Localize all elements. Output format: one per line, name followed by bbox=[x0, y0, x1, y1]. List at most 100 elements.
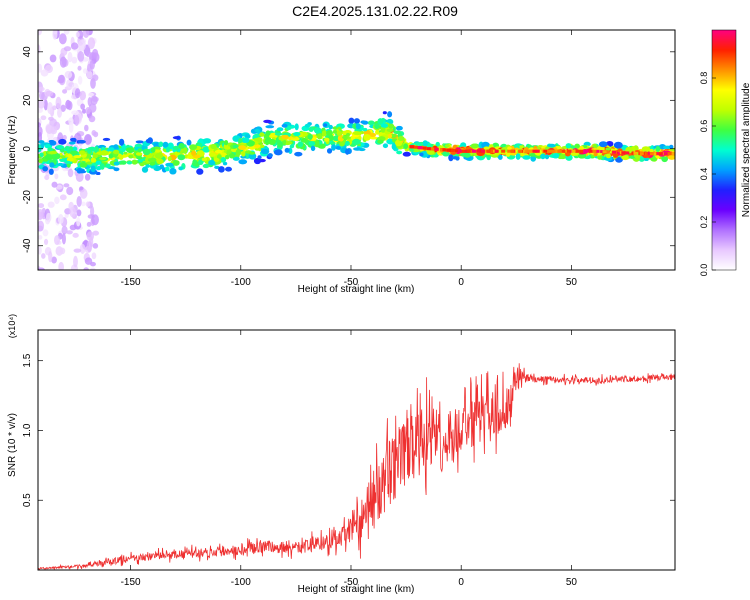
heatmap-ridge-blob bbox=[605, 153, 611, 159]
snr-x-ticks: -150 -100 -50 0 50 bbox=[121, 330, 578, 588]
heatmap-ridge-blob bbox=[375, 129, 380, 135]
heatmap-ridge-core bbox=[442, 148, 447, 152]
heatmap-ridge-blob bbox=[374, 122, 380, 130]
heatmap-ridge-blob bbox=[442, 151, 450, 157]
heatmap-ridge-blob bbox=[263, 119, 272, 124]
heatmap-scatter-blob bbox=[92, 230, 100, 236]
colorbar-ticks: 0.0 0.2 0.4 0.6 0.8 bbox=[699, 72, 716, 276]
heatmap-ridge-blob bbox=[164, 166, 170, 172]
heatmap-ridge-blob bbox=[216, 154, 222, 160]
heatmap-ridge-blob bbox=[581, 149, 589, 154]
heatmap-ridge-blob bbox=[68, 141, 76, 145]
heatmap-ridge-blob bbox=[254, 128, 260, 133]
heatmap-ridge-blob bbox=[528, 152, 537, 157]
heatmap-ridge-core bbox=[522, 149, 527, 153]
heatmap-ridge-blob bbox=[141, 166, 149, 173]
heatmap-ridge-blob bbox=[47, 147, 54, 152]
heatmap-ridge-core bbox=[409, 145, 414, 149]
heatmap-ridge-blob bbox=[507, 146, 512, 151]
heatmap-scatter-blob bbox=[82, 68, 88, 74]
heatmap-ridge-blob bbox=[308, 127, 314, 133]
heatmap-ridge-core bbox=[440, 148, 445, 152]
heatmap-ridge-blob bbox=[136, 156, 143, 160]
heatmap-scatter-blob bbox=[77, 75, 83, 85]
heatmap-ridge-blob bbox=[598, 141, 608, 148]
heatmap-ridge-blob bbox=[396, 150, 403, 155]
heatmap-scatter-blob bbox=[38, 30, 42, 36]
heatmap-ridge-blob bbox=[85, 161, 93, 165]
heatmap-ridge-core bbox=[426, 147, 431, 151]
heatmap-ridge-blob bbox=[353, 118, 360, 124]
snr-panel: -150 -100 -50 0 50 0.5 1.0 1.5 Height of strai… bbox=[7, 314, 676, 595]
heatmap-ridge-blob bbox=[268, 138, 276, 146]
spectrogram-x-ticks: -150 -100 -50 0 50 bbox=[121, 30, 577, 288]
heatmap-scatter-blob bbox=[38, 208, 44, 220]
heatmap-scatter-blob bbox=[38, 63, 43, 73]
heatmap-scatter-blob bbox=[38, 246, 42, 255]
heatmap-scatter-blob bbox=[66, 186, 74, 196]
heatmap-ridge-blob bbox=[214, 165, 220, 169]
heatmap-ridge-blob bbox=[169, 168, 177, 175]
heatmap-ridge-blob bbox=[448, 154, 454, 162]
heatmap-scatter-blob bbox=[63, 183, 70, 188]
heatmap-ridge-blob bbox=[321, 130, 327, 137]
heatmap-ridge-blob bbox=[48, 168, 54, 175]
heatmap-scatter-blob bbox=[42, 229, 49, 237]
heatmap-ridge-blob bbox=[344, 148, 350, 155]
spectrogram-frame bbox=[37, 29, 676, 271]
x-tick-label: 50 bbox=[566, 577, 578, 588]
y-tick-label: 0 bbox=[22, 146, 33, 152]
heatmap-ridge-blob bbox=[238, 138, 243, 144]
heatmap-ridge-blob bbox=[312, 136, 317, 141]
colorbar: 0.0 0.2 0.4 0.6 0.8 Normalized spectral ampl… bbox=[699, 29, 750, 276]
heatmap-ridge-core bbox=[669, 152, 674, 156]
heatmap-ridge-blob bbox=[108, 153, 114, 159]
heatmap-ridge-core bbox=[625, 151, 630, 155]
heatmap-ridge-core bbox=[494, 149, 499, 153]
heatmap-ridge-blob bbox=[544, 154, 550, 160]
heatmap-scatter-blob bbox=[45, 212, 52, 223]
heatmap-ridge-blob bbox=[367, 120, 375, 126]
heatmap-scatter-blob bbox=[40, 115, 47, 121]
snr-x-label: Height of straight line (km) bbox=[298, 584, 415, 595]
heatmap-ridge-blob bbox=[650, 156, 658, 162]
heatmap-ridge-core bbox=[595, 149, 600, 153]
heatmap-ridge-blob bbox=[369, 136, 378, 140]
heatmap-ridge-blob bbox=[310, 145, 316, 152]
heatmap-ridge-blob bbox=[540, 153, 546, 160]
heatmap-ridge-blob bbox=[317, 144, 326, 149]
heatmap-ridge-core bbox=[518, 149, 523, 153]
heatmap-ridge-blob bbox=[326, 148, 333, 154]
heatmap-ridge-blob bbox=[641, 146, 651, 153]
heatmap-scatter-blob bbox=[64, 70, 73, 79]
heatmap-ridge-blob bbox=[210, 144, 217, 150]
heatmap-ridge-blob bbox=[48, 139, 55, 144]
heatmap-scatter-blob bbox=[77, 51, 85, 62]
heatmap-ridge-blob bbox=[55, 145, 65, 150]
heatmap-ridge-blob bbox=[38, 158, 43, 164]
heatmap-ridge-core bbox=[510, 149, 515, 153]
heatmap-ridge-blob bbox=[613, 141, 623, 149]
heatmap-ridge-blob bbox=[131, 159, 138, 165]
heatmap-ridge-core bbox=[463, 149, 468, 153]
heatmap-ridge-blob bbox=[380, 126, 386, 133]
heatmap-ridge-blob bbox=[224, 154, 230, 160]
heatmap-ridge-blob bbox=[113, 167, 120, 172]
heatmap-ridge-blob bbox=[360, 142, 365, 147]
heatmap-ridge-blob bbox=[145, 138, 153, 144]
heatmap-ridge-blob bbox=[165, 162, 175, 167]
heatmap-ridge-blob bbox=[49, 162, 55, 168]
heatmap-ridge-blob bbox=[281, 134, 289, 140]
heatmap-ridge-core bbox=[569, 149, 574, 153]
heatmap-ridge-core bbox=[434, 147, 439, 151]
heatmap-scatter-blob bbox=[78, 39, 86, 51]
heatmap-ridge-blob bbox=[403, 143, 409, 150]
heatmap-ridge-blob bbox=[649, 148, 654, 153]
heatmap-ridge-core bbox=[562, 149, 567, 153]
heatmap-ridge-blob bbox=[222, 161, 228, 166]
heatmap-ridge-blob bbox=[42, 166, 49, 172]
heatmap-ridge-blob bbox=[323, 123, 328, 127]
heatmap-scatter-blob bbox=[57, 74, 65, 84]
heatmap-scatter-blob bbox=[52, 105, 57, 111]
heatmap-ridge-blob bbox=[95, 160, 102, 165]
